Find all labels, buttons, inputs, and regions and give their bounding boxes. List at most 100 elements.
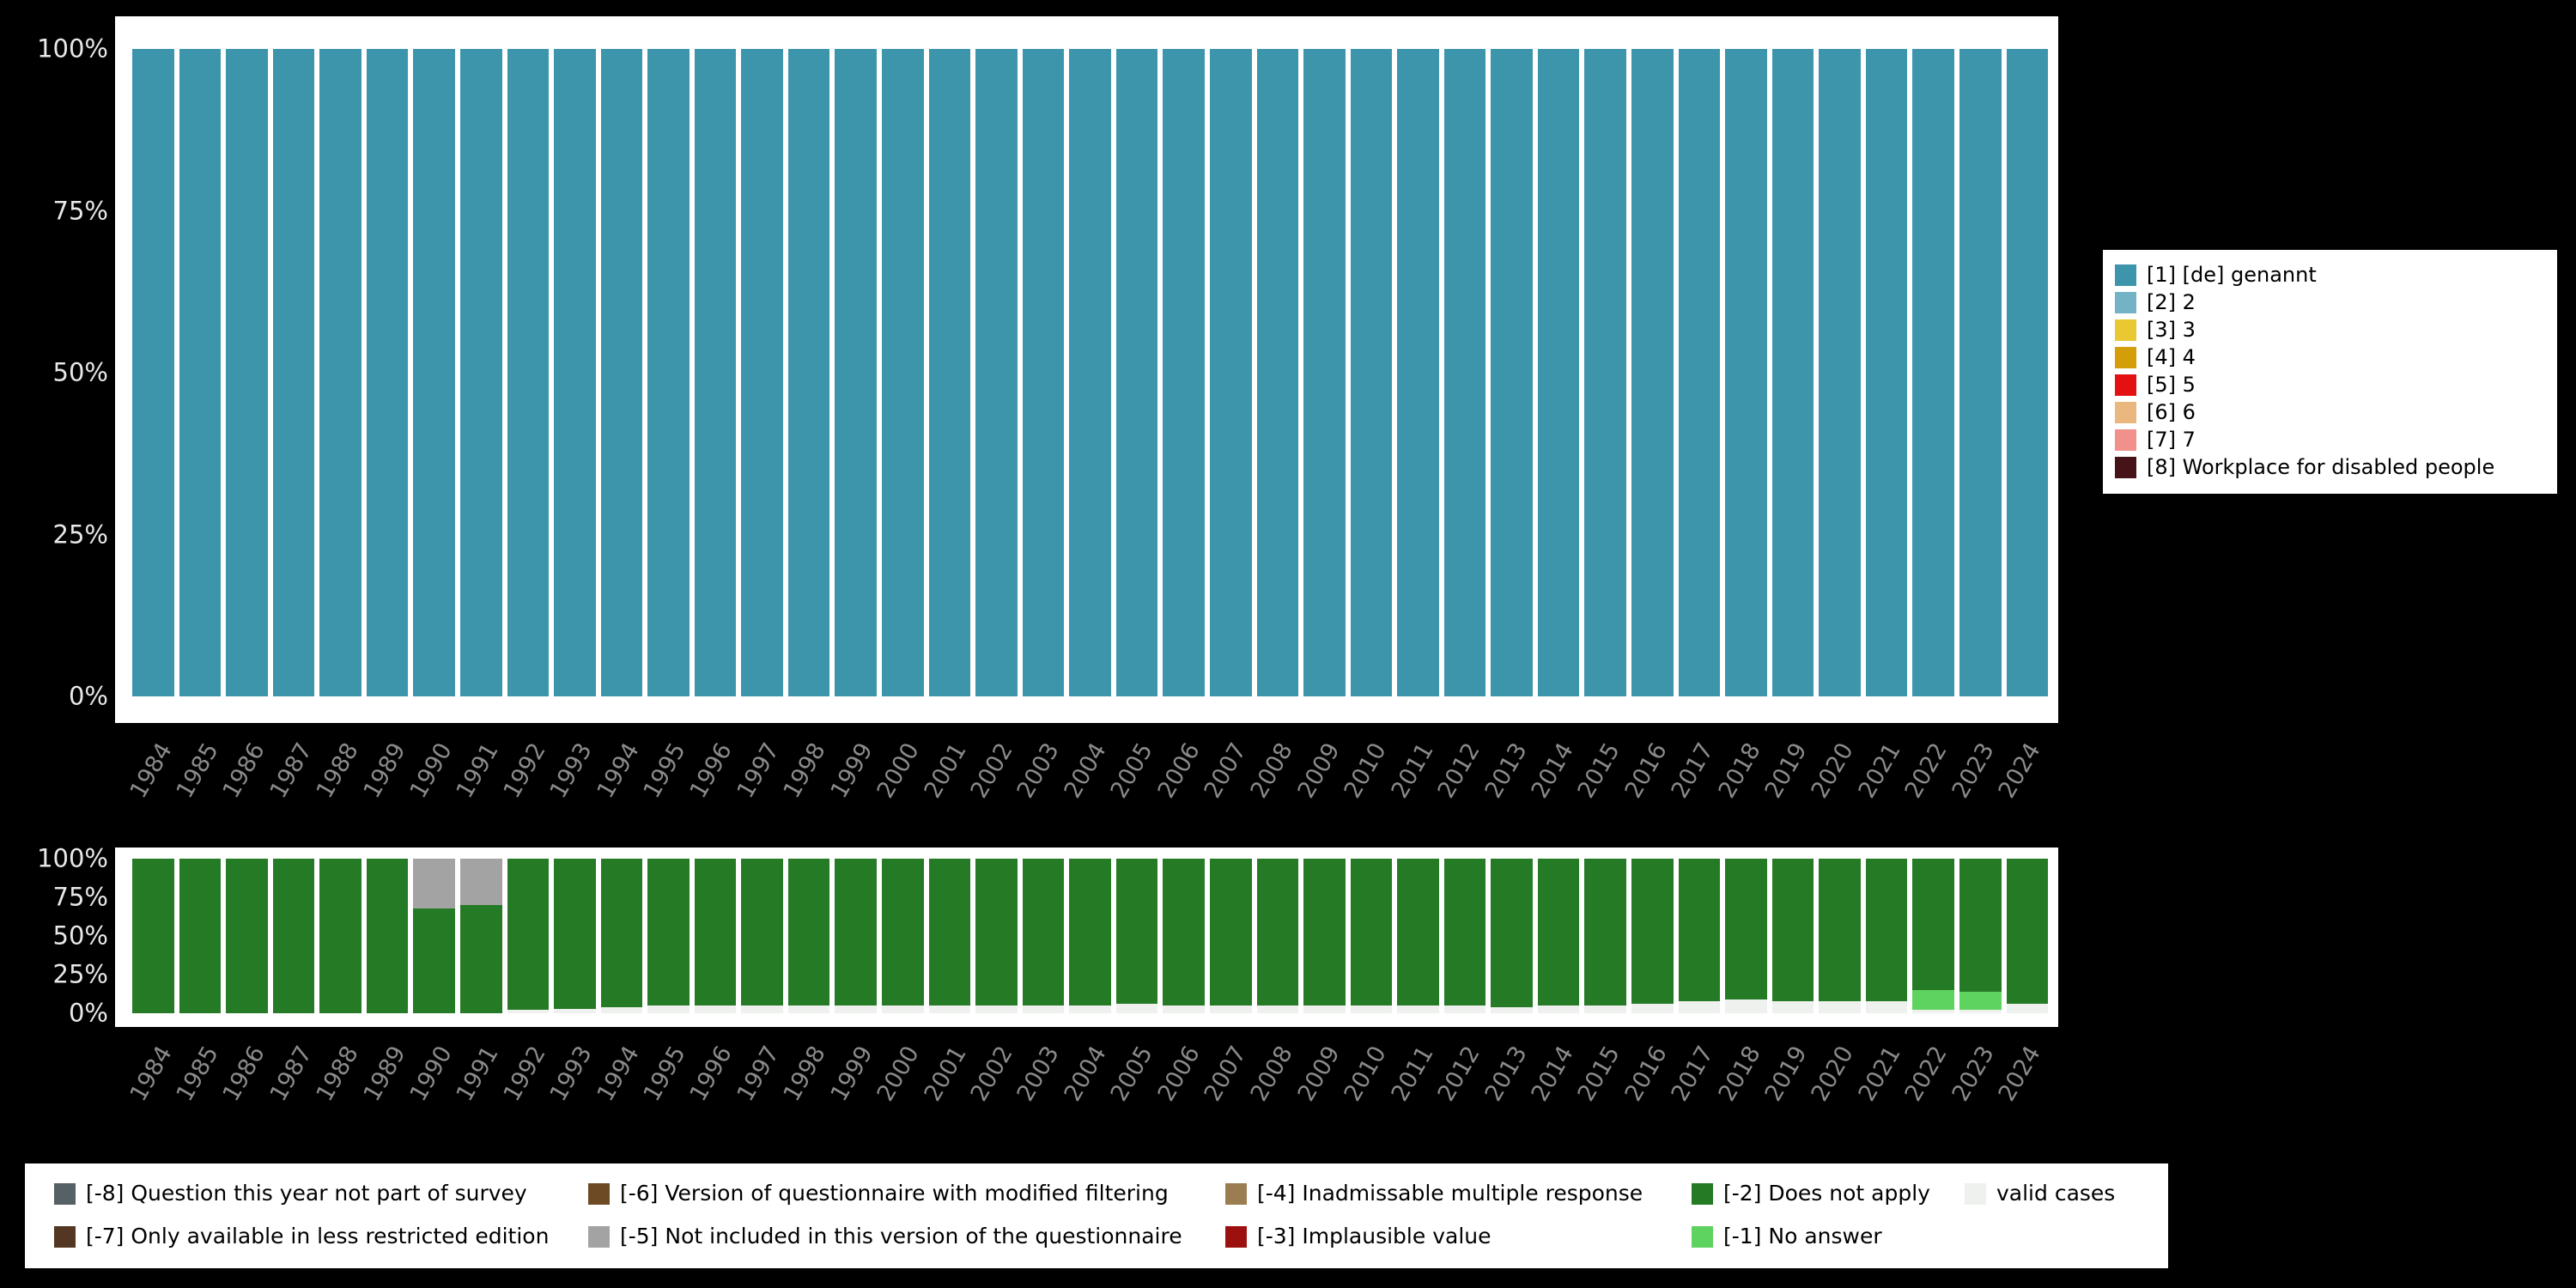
bar-2004[interactable] [1069,49,1111,696]
bar-segment[interactable] [1959,859,2002,992]
bar-segment[interactable] [1725,999,1767,1013]
bar-2016[interactable] [1631,859,1674,1013]
bar-1984[interactable] [132,859,174,1013]
bar-segment[interactable] [1678,859,1721,1001]
bar-segment[interactable] [600,49,643,696]
bar-2008[interactable] [1256,49,1299,696]
bar-segment[interactable] [1163,1005,1205,1013]
bar-2014[interactable] [1537,49,1580,696]
bar-1987[interactable] [272,49,315,696]
bar-segment[interactable] [1771,859,1814,1001]
bar-segment[interactable] [1865,49,1908,696]
bar-segment[interactable] [1069,1005,1111,1013]
bar-2002[interactable] [975,859,1018,1013]
bar-segment[interactable] [272,49,315,696]
bar-2011[interactable] [1397,49,1439,696]
bar-2005[interactable] [1115,49,1158,696]
bar-segment[interactable] [882,859,924,1005]
bar-segment[interactable] [2006,859,2049,1005]
bar-segment[interactable] [226,859,268,1013]
bar-segment[interactable] [459,905,502,1013]
bar-segment[interactable] [1256,49,1299,696]
bar-segment[interactable] [741,49,783,696]
bar-segment[interactable] [1537,49,1580,696]
bar-segment[interactable] [975,49,1018,696]
bar-segment[interactable] [413,859,455,908]
bar-segment[interactable] [366,49,409,696]
bar-segment[interactable] [1912,859,1954,991]
bar-segment[interactable] [787,1005,830,1013]
bar-2018[interactable] [1725,49,1767,696]
bar-segment[interactable] [272,859,315,1013]
bar-2000[interactable] [882,859,924,1013]
bar-1995[interactable] [647,859,690,1013]
bar-segment[interactable] [835,1005,877,1013]
bar-1999[interactable] [835,49,877,696]
bar-segment[interactable] [1959,991,2002,1011]
bar-2013[interactable] [1491,859,1533,1013]
bar-1990[interactable] [413,49,455,696]
bar-2009[interactable] [1303,49,1346,696]
bar-1998[interactable] [787,49,830,696]
bar-segment[interactable] [459,859,502,905]
bar-segment[interactable] [835,859,877,1005]
bar-segment[interactable] [366,859,409,1013]
bar-segment[interactable] [835,49,877,696]
bar-segment[interactable] [1303,1005,1346,1013]
bar-2020[interactable] [1819,859,1861,1013]
bar-segment[interactable] [1959,49,2002,696]
bar-1992[interactable] [507,859,550,1013]
bar-segment[interactable] [1725,49,1767,696]
bar-1987[interactable] [272,859,315,1013]
bar-segment[interactable] [1631,1004,1674,1013]
bar-2021[interactable] [1865,49,1908,696]
bar-1997[interactable] [741,859,783,1013]
bar-2023[interactable] [1959,49,2002,696]
bar-1985[interactable] [179,859,222,1013]
bar-segment[interactable] [928,49,971,696]
bar-2000[interactable] [882,49,924,696]
bar-segment[interactable] [600,859,643,1007]
bar-segment[interactable] [787,49,830,696]
bar-2022[interactable] [1912,49,1954,696]
bar-segment[interactable] [600,1006,643,1013]
bar-segment[interactable] [1397,1005,1439,1013]
bar-2018[interactable] [1725,859,1767,1013]
bar-2007[interactable] [1209,859,1252,1013]
bar-segment[interactable] [1865,1000,1908,1013]
bar-segment[interactable] [507,859,550,1011]
bar-segment[interactable] [1865,859,1908,1001]
bar-segment[interactable] [647,49,690,696]
bar-2015[interactable] [1584,49,1626,696]
bar-2006[interactable] [1163,859,1205,1013]
bar-segment[interactable] [554,1008,596,1013]
bar-segment[interactable] [1022,49,1065,696]
bar-segment[interactable] [882,49,924,696]
bar-segment[interactable] [1491,1006,1533,1013]
bar-segment[interactable] [1443,49,1486,696]
bar-1995[interactable] [647,49,690,696]
bar-segment[interactable] [694,49,737,696]
bar-2006[interactable] [1163,49,1205,696]
bar-1996[interactable] [694,49,737,696]
bar-1993[interactable] [554,49,596,696]
bar-2024[interactable] [2006,859,2049,1013]
bar-segment[interactable] [1443,1005,1486,1013]
bar-segment[interactable] [1350,1005,1393,1013]
bar-segment[interactable] [1115,49,1158,696]
bar-segment[interactable] [1069,49,1111,696]
bar-1988[interactable] [319,49,361,696]
bar-segment[interactable] [1678,49,1721,696]
bar-segment[interactable] [554,49,596,696]
bar-2010[interactable] [1350,859,1393,1013]
bar-1997[interactable] [741,49,783,696]
bar-segment[interactable] [1209,859,1252,1005]
bar-segment[interactable] [1537,1005,1580,1013]
bar-segment[interactable] [1819,859,1861,1001]
bar-1994[interactable] [600,859,643,1013]
bar-segment[interactable] [975,1005,1018,1013]
bar-2003[interactable] [1022,859,1065,1013]
bar-segment[interactable] [1350,859,1393,1005]
bar-segment[interactable] [1491,49,1533,696]
bar-1989[interactable] [366,859,409,1013]
